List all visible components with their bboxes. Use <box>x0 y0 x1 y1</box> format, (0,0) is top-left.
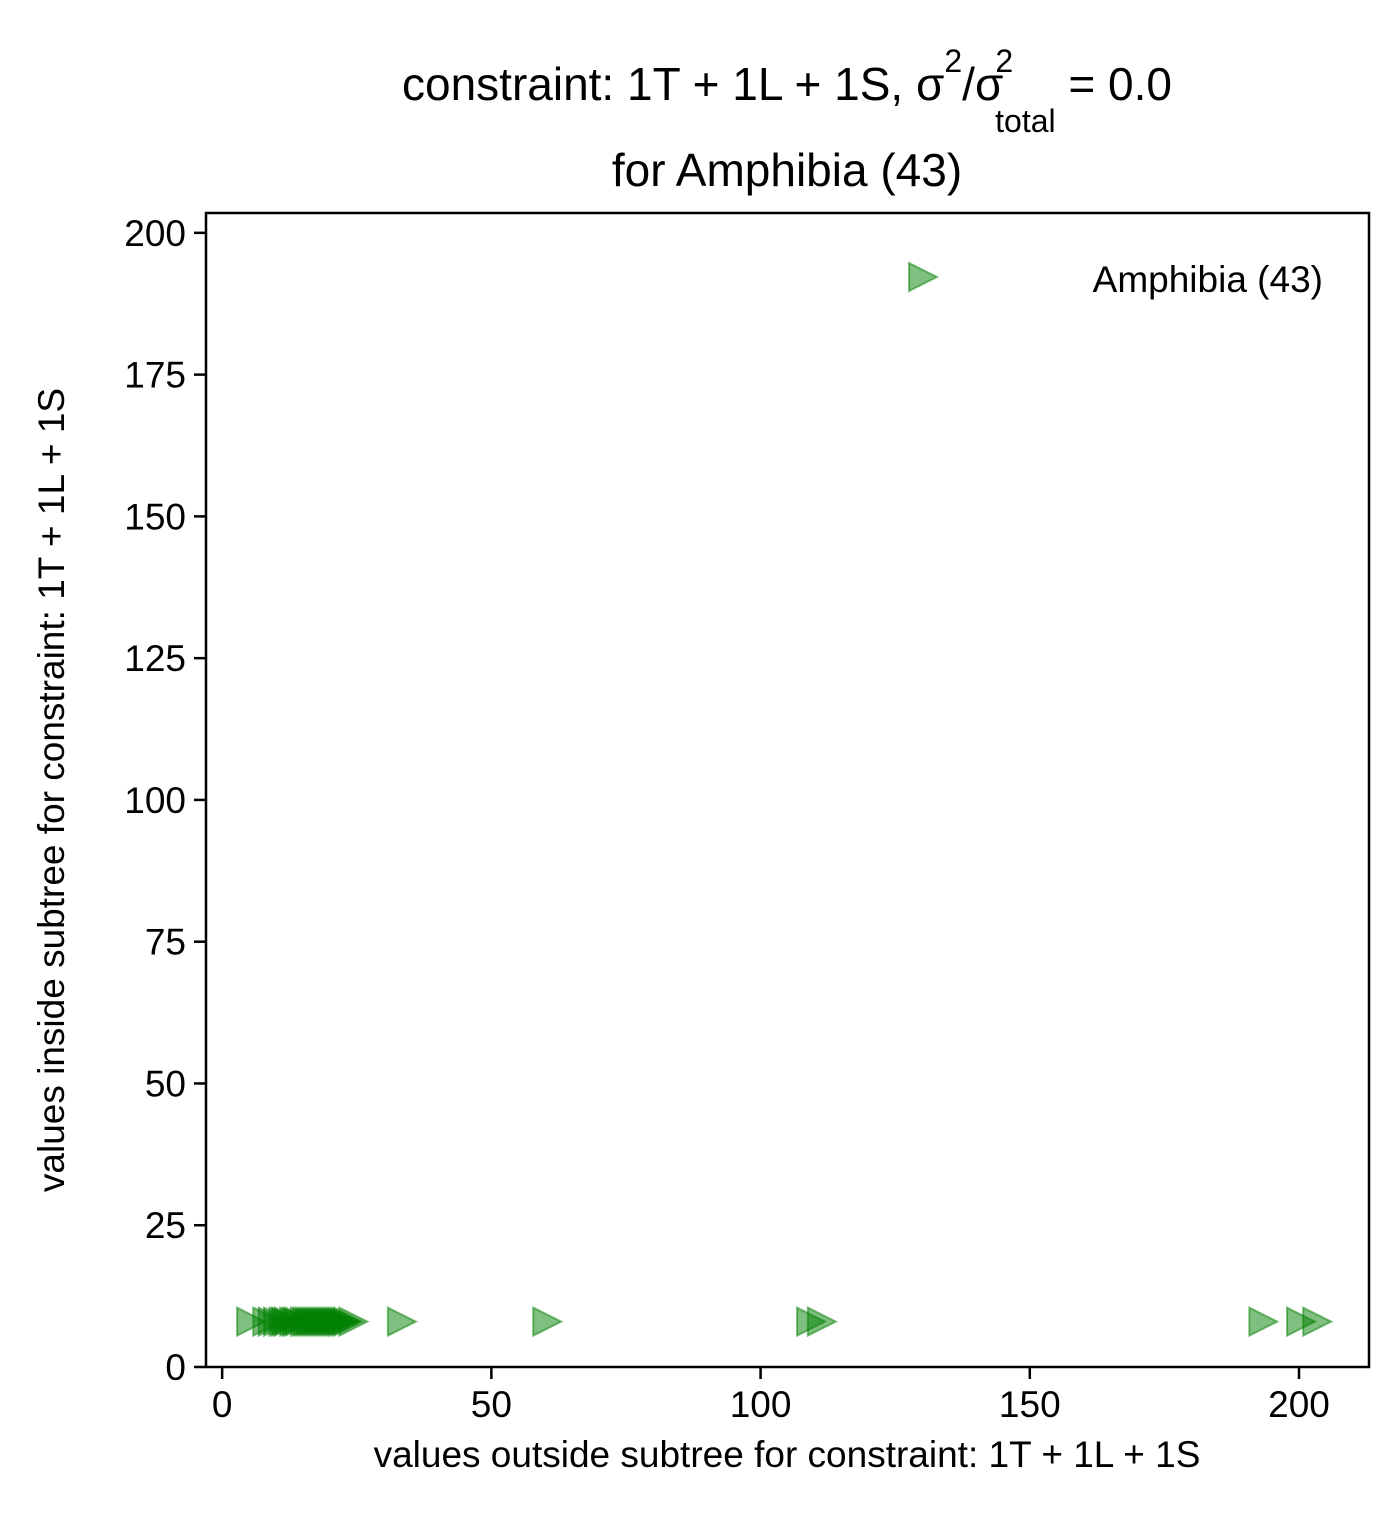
y-axis-ticks: 0 25 50 75 100 125 150 175 200 <box>124 213 206 1388</box>
y-tick-label: 25 <box>145 1205 186 1246</box>
data-point <box>806 1306 839 1338</box>
data-point <box>1248 1306 1280 1338</box>
y-tick-label: 0 <box>165 1347 186 1388</box>
x-tick-label: 200 <box>1268 1384 1330 1425</box>
data-point <box>1302 1306 1334 1338</box>
data-point <box>236 1306 268 1338</box>
plot-area <box>204 211 1371 1369</box>
data-point <box>532 1306 564 1338</box>
data-point <box>338 1306 370 1338</box>
title-superscript: 2 <box>944 43 962 79</box>
chart-title-line2: for Amphibia (43) <box>612 144 962 196</box>
y-tick-label: 75 <box>145 922 186 963</box>
data-point <box>1286 1306 1318 1338</box>
title-slash-sigma: /σ <box>962 58 1003 110</box>
legend: Amphibia (43) <box>908 259 1323 300</box>
x-tick-label: 100 <box>730 1384 792 1425</box>
x-tick-label: 0 <box>212 1384 233 1425</box>
title-superscript: 2 <box>995 43 1013 79</box>
x-tick-label: 50 <box>471 1384 512 1425</box>
y-tick-label: 50 <box>145 1063 186 1104</box>
legend-marker <box>908 261 940 293</box>
chart-title-line1: constraint: 1T + 1L + 1S, σ2/σ2 total = 0… <box>402 43 1172 139</box>
y-axis-label: values inside subtree for constraint: 1T… <box>31 388 72 1192</box>
data-point <box>386 1306 419 1338</box>
x-axis-ticks: 0 50 100 150 200 <box>212 1367 1330 1425</box>
data-markers <box>236 1306 1334 1338</box>
title-subscript: total <box>995 103 1055 139</box>
y-tick-label: 100 <box>124 780 186 821</box>
title-suffix: = 0.0 <box>1056 58 1172 110</box>
x-tick-label: 150 <box>999 1384 1061 1425</box>
x-axis-label: values outside subtree for constraint: 1… <box>374 1434 1201 1475</box>
y-tick-label: 150 <box>124 496 186 537</box>
y-tick-label: 200 <box>124 213 186 254</box>
legend-label: Amphibia (43) <box>1093 259 1323 300</box>
y-tick-label: 125 <box>124 638 186 679</box>
y-tick-label: 175 <box>124 355 186 396</box>
